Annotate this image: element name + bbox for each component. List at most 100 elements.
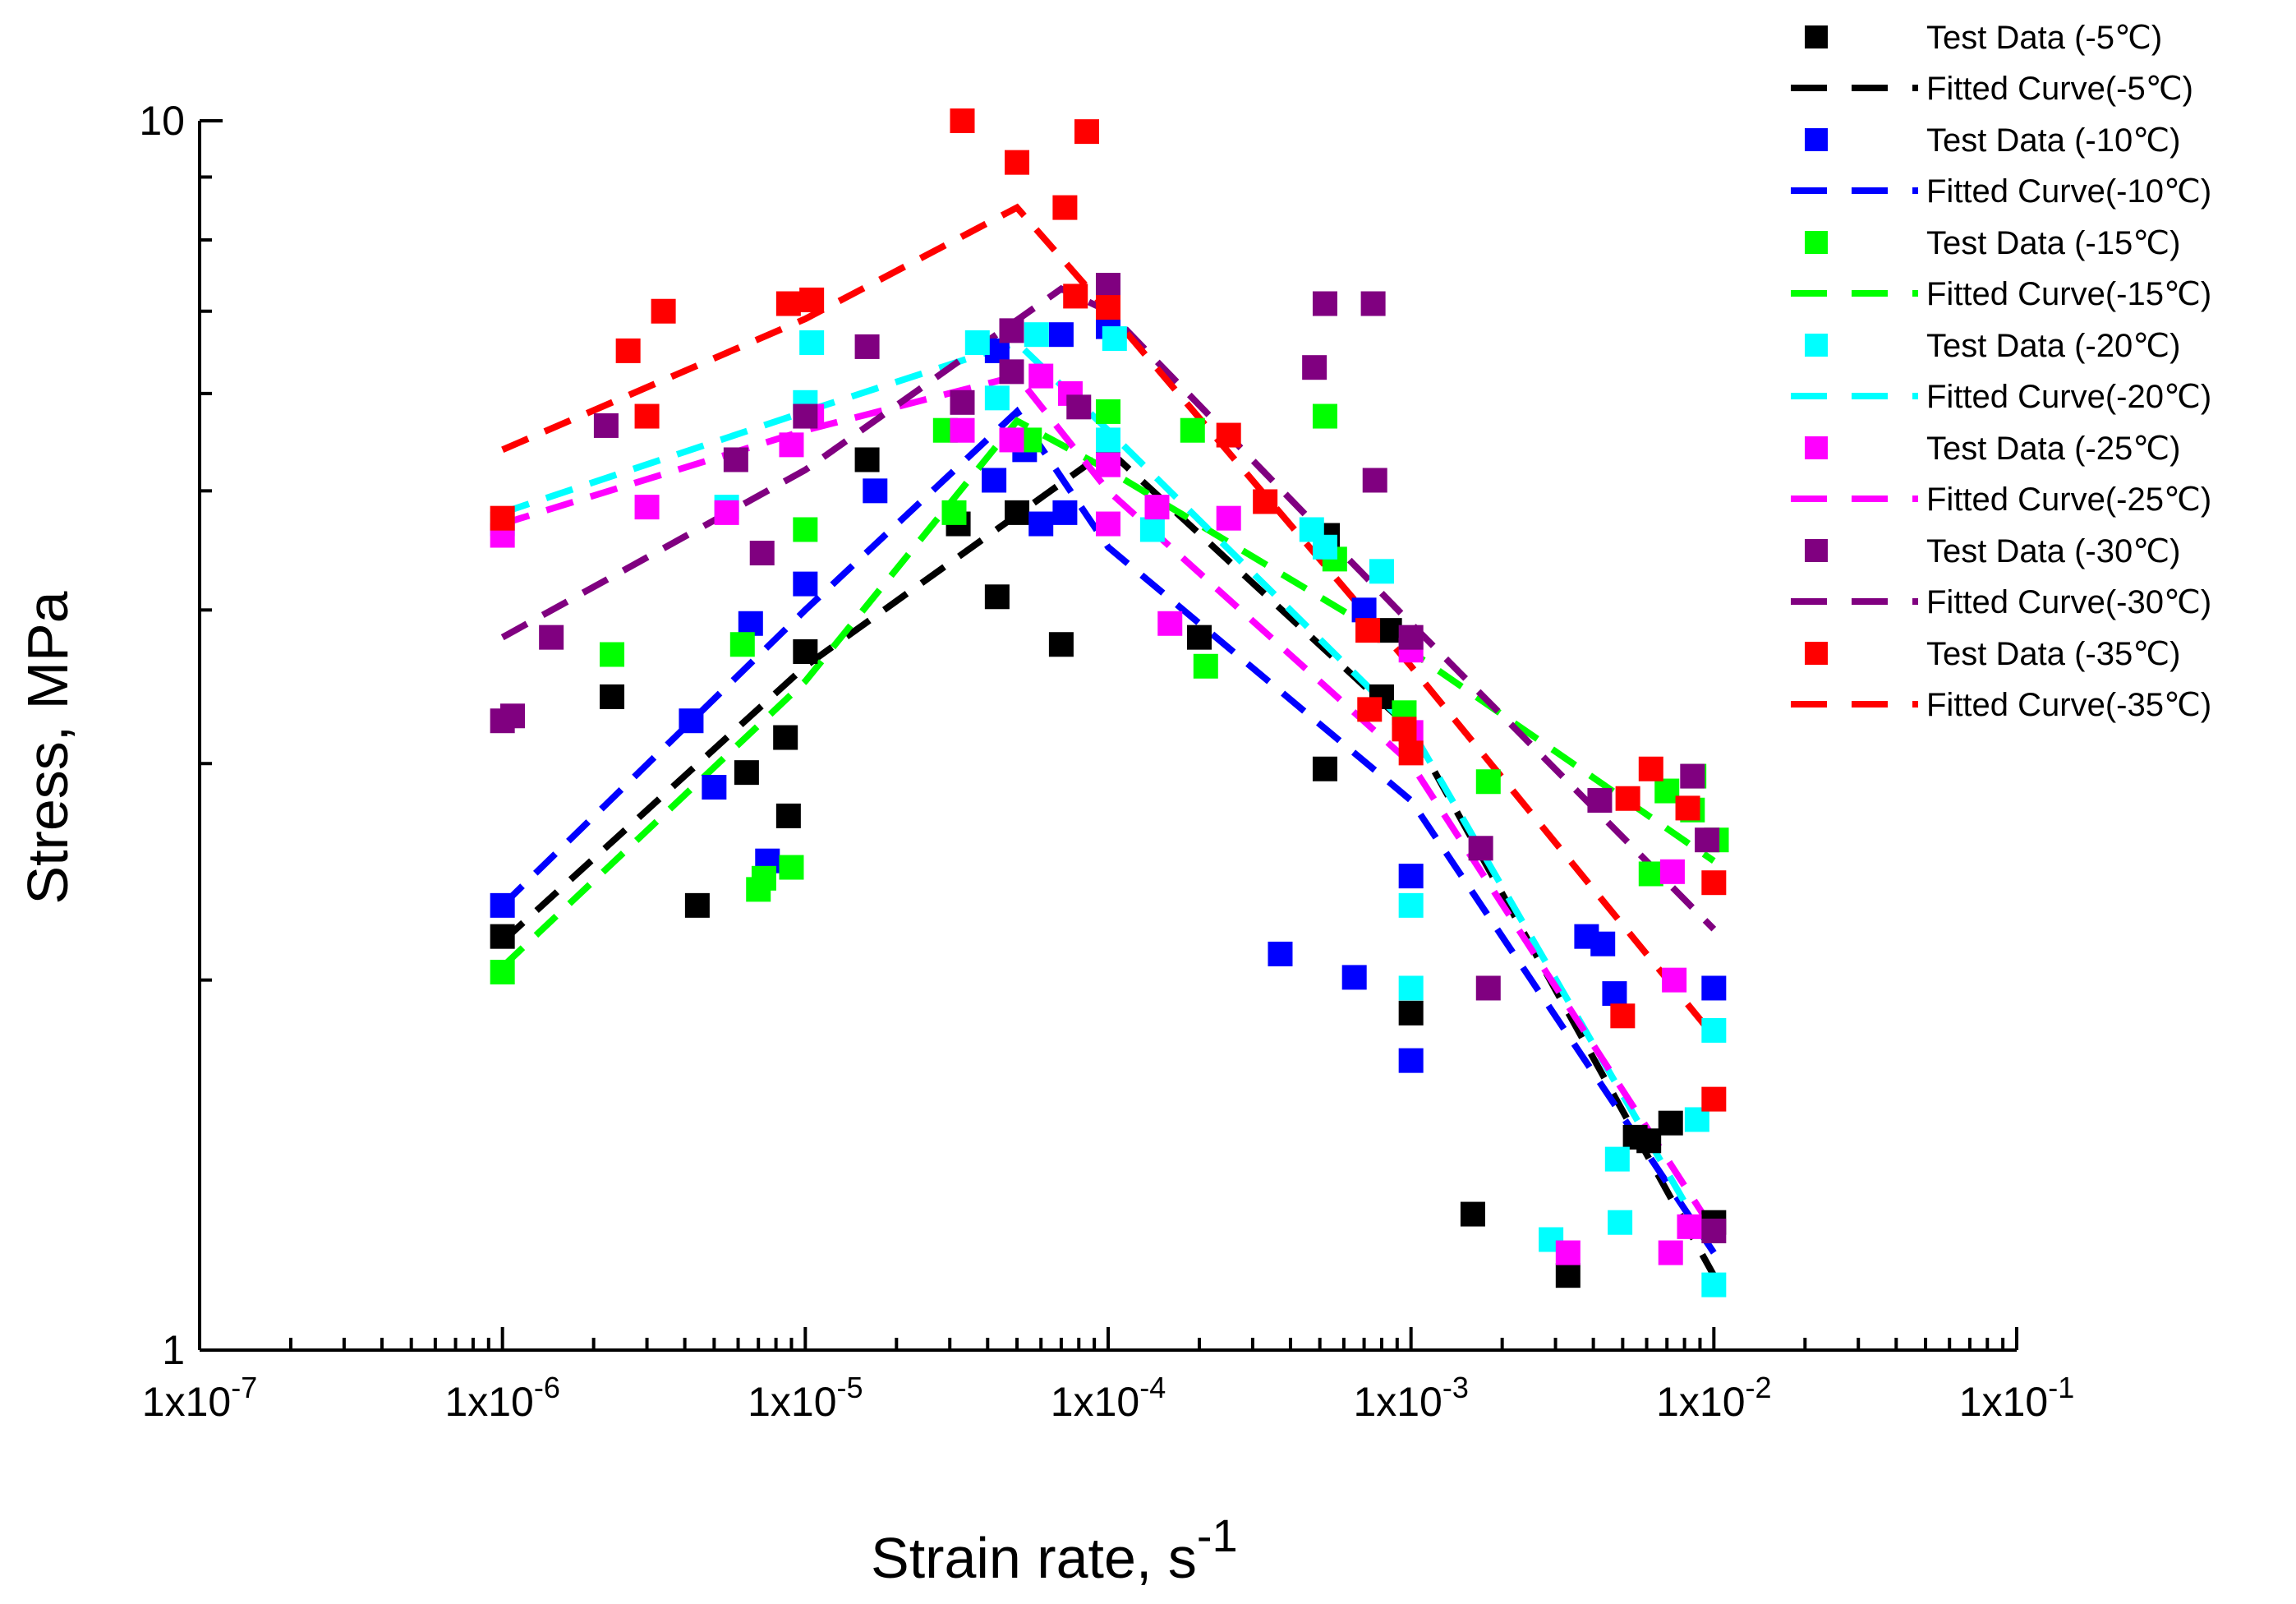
data-point--35C: [1063, 283, 1088, 309]
data-point--30C: [593, 413, 619, 438]
data-point--35C: [1052, 195, 1078, 220]
x-tick-label-exponent: -6: [534, 1371, 560, 1404]
data-point--30C: [1066, 394, 1092, 420]
data-point--25C: [1662, 967, 1687, 993]
data-point--30C: [1587, 788, 1613, 814]
data-point--5C: [1312, 756, 1337, 781]
legend-label: Test Data (-25℃): [1926, 431, 2180, 467]
data-point--5C: [1005, 500, 1030, 525]
data-point--30C: [999, 318, 1024, 343]
x-tick-label-base: 1x10: [142, 1379, 231, 1425]
data-point--30C: [1362, 468, 1387, 493]
data-point--20C: [1701, 1017, 1727, 1043]
data-point--30C: [1475, 975, 1501, 1001]
data-point--15C: [779, 855, 804, 880]
data-point--20C: [1398, 975, 1424, 1001]
data-point--25C: [1028, 363, 1054, 389]
data-point--5C: [684, 892, 710, 918]
data-point--35C: [1005, 150, 1030, 175]
data-point--25C: [1216, 505, 1241, 531]
x-tick-label-base: 1x10: [1959, 1379, 2048, 1425]
legend-label: Test Data (-20℃): [1926, 328, 2180, 364]
data-point--35C: [1357, 697, 1383, 722]
data-point--35C: [1096, 295, 1120, 320]
data-point--5C: [773, 725, 798, 750]
data-point--30C: [723, 447, 748, 472]
data-point--20C: [1369, 559, 1394, 584]
data-point--35C: [950, 108, 975, 133]
data-point--35C: [634, 403, 660, 429]
legend: Test Data (-5℃) Fitted Curve(-5℃) Test Dat…: [1791, 20, 2211, 723]
data-point--35C: [775, 291, 801, 316]
data-point--30C: [999, 359, 1024, 385]
data-point--5C: [775, 803, 801, 828]
x-tick-label: 1x10-4: [1051, 1371, 1166, 1425]
legend-label: Test Data (-5℃): [1926, 20, 2162, 56]
data-point--35C: [1253, 489, 1278, 514]
x-tick-label: 1x10-5: [748, 1371, 863, 1425]
data-point--15C: [1096, 399, 1120, 424]
data-point--35C: [799, 287, 825, 312]
data-point--25C: [999, 427, 1024, 453]
data-point--30C: [1695, 827, 1720, 853]
data-point--35C: [1638, 756, 1663, 781]
legend-label: Fitted Curve(-10℃): [1926, 173, 2211, 210]
data-point--25C: [1555, 1240, 1581, 1265]
x-tick-label-base: 1x10: [1051, 1379, 1139, 1425]
data-point--35C: [1701, 870, 1727, 896]
data-point--5C: [1636, 1128, 1662, 1154]
x-axis-title: Strain rate, s-1: [871, 1510, 1238, 1590]
data-point--30C: [1312, 291, 1337, 316]
x-tick-label: 1x10-2: [1656, 1371, 1771, 1425]
fitted-curve--30C: [500, 284, 1717, 932]
data-point--15C: [1312, 403, 1337, 429]
legend-label: Fitted Curve(-30℃): [1926, 584, 2211, 620]
data-point--30C: [539, 625, 564, 650]
axis-titles: Strain rate, s-1 Stress, MPa: [16, 591, 1238, 1590]
data-point--25C: [1677, 1214, 1702, 1239]
data-point--30C: [499, 703, 525, 729]
data-point--5C: [1460, 1201, 1485, 1227]
data-point--35C: [1398, 740, 1424, 766]
data-point--10C: [1398, 864, 1424, 889]
legend-label: Fitted Curve(-20℃): [1926, 379, 2211, 415]
data-point--35C: [1074, 119, 1099, 145]
x-tick-label: 1x10-6: [444, 1371, 559, 1425]
data-point--35C: [1355, 618, 1381, 643]
data-point--25C: [779, 432, 804, 458]
x-tick-label-exponent: -7: [231, 1371, 257, 1404]
legend-marker: [1805, 231, 1828, 254]
legend-marker: [1805, 25, 1828, 48]
data-point--5C: [854, 447, 880, 472]
data-point--25C: [950, 417, 975, 443]
data-point--25C: [634, 495, 660, 520]
data-point--35C: [651, 298, 676, 324]
data-point--20C: [1139, 517, 1165, 542]
x-tick-label-exponent: -1: [2048, 1371, 2074, 1404]
data-point--5C: [984, 584, 1010, 610]
legend-label: Fitted Curve(-15℃): [1926, 276, 2211, 312]
data-point--25C: [1659, 859, 1685, 884]
data-point--5C: [600, 684, 625, 709]
data-point--25C: [1144, 495, 1170, 520]
data-point--35C: [1216, 422, 1241, 448]
y-axis-title: Stress, MPa: [16, 591, 80, 904]
data-point--20C: [1312, 534, 1337, 560]
data-point--15C: [1475, 769, 1501, 795]
data-point--15C: [941, 500, 967, 525]
data-point--15C: [1638, 861, 1663, 887]
data-point--30C: [854, 334, 880, 359]
x-tick-label-exponent: -3: [1442, 1371, 1469, 1404]
data-point--20C: [1604, 1146, 1630, 1172]
legend-label: Test Data (-35℃): [1926, 636, 2180, 672]
legend-marker: [1805, 539, 1828, 562]
x-axis-title-superscript: -1: [1197, 1510, 1238, 1561]
data-point--30C: [950, 389, 975, 415]
data-point--35C: [1392, 717, 1417, 742]
data-point--10C: [1052, 500, 1078, 525]
data-point--5C: [1398, 1000, 1424, 1026]
data-point--35C: [1610, 1003, 1636, 1029]
data-point--15C: [729, 632, 755, 657]
x-tick-label-exponent: -5: [837, 1371, 863, 1404]
x-tick-label-base: 1x10: [748, 1379, 836, 1425]
